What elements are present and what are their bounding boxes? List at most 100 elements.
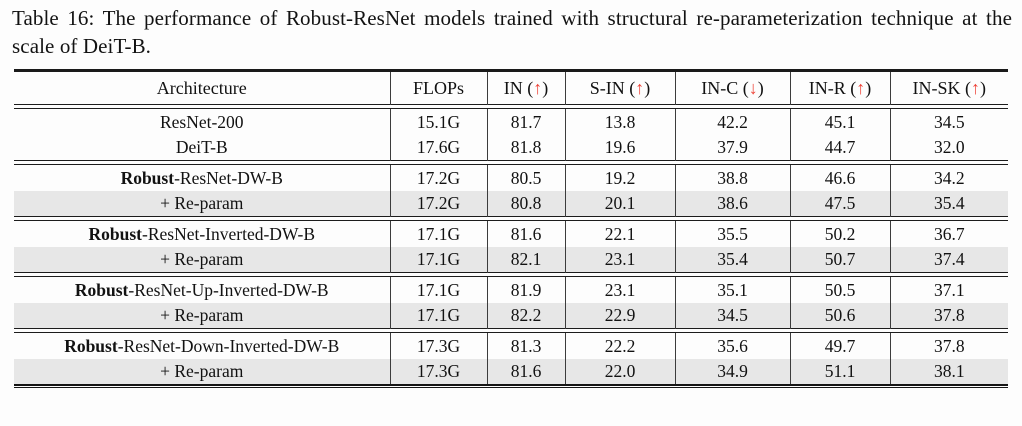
arch-name: -ResNet-DW-B [174, 167, 283, 188]
flops-cell: 17.2G [389, 164, 487, 191]
col-label-suffix: ) [865, 77, 872, 98]
flops-cell: 17.3G [389, 332, 487, 359]
bottom-rule [14, 383, 1008, 389]
s-in-cell: 22.0 [564, 358, 675, 385]
col-label: IN-R ( [808, 77, 857, 98]
col-header-flops: FLOPs [389, 70, 487, 105]
in-cell: 81.9 [486, 276, 565, 303]
in-c-cell: 35.6 [674, 332, 790, 359]
col-label-suffix: ) [757, 77, 764, 98]
results-table: Architecture FLOPs IN (↑) S-IN (↑) IN-C … [14, 69, 1008, 389]
in-cell: 80.8 [486, 190, 565, 217]
arch-name: + Re-param [160, 249, 244, 270]
flops-cell: 17.2G [389, 190, 487, 217]
flops-cell: 17.1G [389, 276, 487, 303]
col-label-suffix: ) [644, 77, 651, 98]
flops-cell: 17.6G [389, 134, 487, 161]
in-r-cell: 50.5 [789, 276, 890, 303]
flops-cell: 17.1G [389, 246, 487, 273]
arch-name-bold: Robust [74, 279, 129, 300]
in-sk-cell: 37.8 [889, 302, 1008, 329]
section-divider-rule [14, 160, 1008, 166]
arch-name: DeiT-B [175, 137, 228, 158]
in-r-cell: 46.6 [789, 164, 890, 191]
in-c-cell: 34.9 [674, 358, 790, 385]
rule [14, 216, 1008, 222]
col-label: IN-SK ( [912, 77, 972, 98]
section-divider-rule [14, 272, 1008, 278]
in-c-cell: 35.4 [674, 246, 790, 273]
in-r-cell: 49.7 [789, 332, 890, 359]
rule [14, 383, 1008, 389]
s-in-cell: 23.1 [564, 246, 675, 273]
flops-cell: 17.3G [389, 358, 487, 385]
up-arrow-icon: ↑ [533, 77, 543, 98]
in-r-cell: 50.2 [789, 220, 890, 247]
table-row-reparam: + Re-param 17.1G 82.2 22.9 34.5 50.6 37.… [14, 302, 1008, 329]
table-row-reparam: + Re-param 17.1G 82.1 23.1 35.4 50.7 37.… [14, 246, 1008, 273]
arch-name: -ResNet-Down-Inverted-DW-B [117, 335, 340, 356]
arch-name: -ResNet-Inverted-DW-B [142, 223, 315, 244]
in-cell: 81.6 [486, 358, 565, 385]
table-row-reparam: + Re-param 17.2G 80.8 20.1 38.6 47.5 35.… [14, 190, 1008, 217]
in-cell: 80.5 [486, 164, 565, 191]
architecture-cell: + Re-param [14, 190, 390, 217]
architecture-cell: + Re-param [14, 302, 390, 329]
in-sk-cell: 37.1 [889, 276, 1008, 303]
s-in-cell: 22.2 [564, 332, 675, 359]
arch-name: ResNet-200 [159, 111, 244, 132]
in-sk-cell: 36.7 [889, 220, 1008, 247]
arch-name: -ResNet-Up-Inverted-DW-B [128, 279, 329, 300]
in-cell: 81.3 [486, 332, 565, 359]
table-row-robust-resnet-dw-b: Robust-ResNet-DW-B 17.2G 80.5 19.2 38.8 … [14, 164, 1008, 191]
in-cell: 81.7 [486, 108, 565, 135]
architecture-cell: Robust-ResNet-Inverted-DW-B [14, 221, 390, 247]
up-arrow-icon: ↑ [971, 77, 980, 98]
col-label: FLOPs [412, 77, 465, 98]
rule [14, 160, 1008, 166]
col-label: IN ( [503, 77, 534, 98]
architecture-cell: Robust-ResNet-Down-Inverted-DW-B [14, 333, 390, 359]
in-sk-cell: 34.2 [889, 164, 1008, 191]
table-row-deit-b: DeiT-B 17.6G 81.8 19.6 37.9 44.7 32.0 [14, 134, 1008, 161]
rule [14, 272, 1008, 278]
arch-name-bold: Robust [88, 223, 143, 244]
in-sk-cell: 32.0 [889, 134, 1008, 161]
in-cell: 81.6 [486, 220, 565, 247]
s-in-cell: 19.6 [564, 134, 675, 161]
in-sk-cell: 35.4 [889, 190, 1008, 217]
in-r-cell: 44.7 [789, 134, 890, 161]
col-label: S-IN ( [589, 77, 636, 98]
architecture-cell: ResNet-200 [14, 109, 390, 135]
in-c-cell: 35.1 [674, 276, 790, 303]
in-c-cell: 42.2 [674, 108, 790, 135]
s-in-cell: 13.8 [564, 108, 675, 135]
s-in-cell: 22.9 [564, 302, 675, 329]
arch-name-bold: Robust [64, 335, 118, 356]
in-sk-cell: 34.5 [889, 108, 1008, 135]
flops-cell: 17.1G [389, 220, 487, 247]
in-c-cell: 38.8 [674, 164, 790, 191]
s-in-cell: 20.1 [564, 190, 675, 217]
arch-name: + Re-param [160, 360, 244, 381]
caption-label: Table 16: [12, 6, 95, 30]
in-sk-cell: 37.8 [889, 332, 1008, 359]
col-label-suffix: ) [980, 77, 986, 98]
arch-name-bold: Robust [120, 167, 175, 188]
s-in-cell: 19.2 [564, 164, 675, 191]
in-cell: 82.2 [486, 302, 565, 329]
in-r-cell: 47.5 [789, 190, 890, 217]
s-in-cell: 23.1 [564, 276, 675, 303]
header-row: Architecture FLOPs IN (↑) S-IN (↑) IN-C … [14, 70, 1008, 105]
architecture-cell: Robust-ResNet-DW-B [14, 165, 390, 191]
rule [14, 328, 1008, 334]
arch-name: + Re-param [160, 305, 244, 326]
in-sk-cell: 38.1 [889, 358, 1008, 385]
up-arrow-icon: ↑ [635, 77, 645, 98]
architecture-cell: + Re-param [14, 358, 390, 385]
table-row-robust-resnet-up-inverted-dw-b: Robust-ResNet-Up-Inverted-DW-B 17.1G 81.… [14, 276, 1008, 303]
arch-name: + Re-param [160, 193, 244, 214]
col-header-in-r: IN-R (↑) [789, 70, 890, 105]
in-r-cell: 50.7 [789, 246, 890, 273]
table-caption: Table 16: The performance of Robust-ResN… [12, 5, 1012, 60]
